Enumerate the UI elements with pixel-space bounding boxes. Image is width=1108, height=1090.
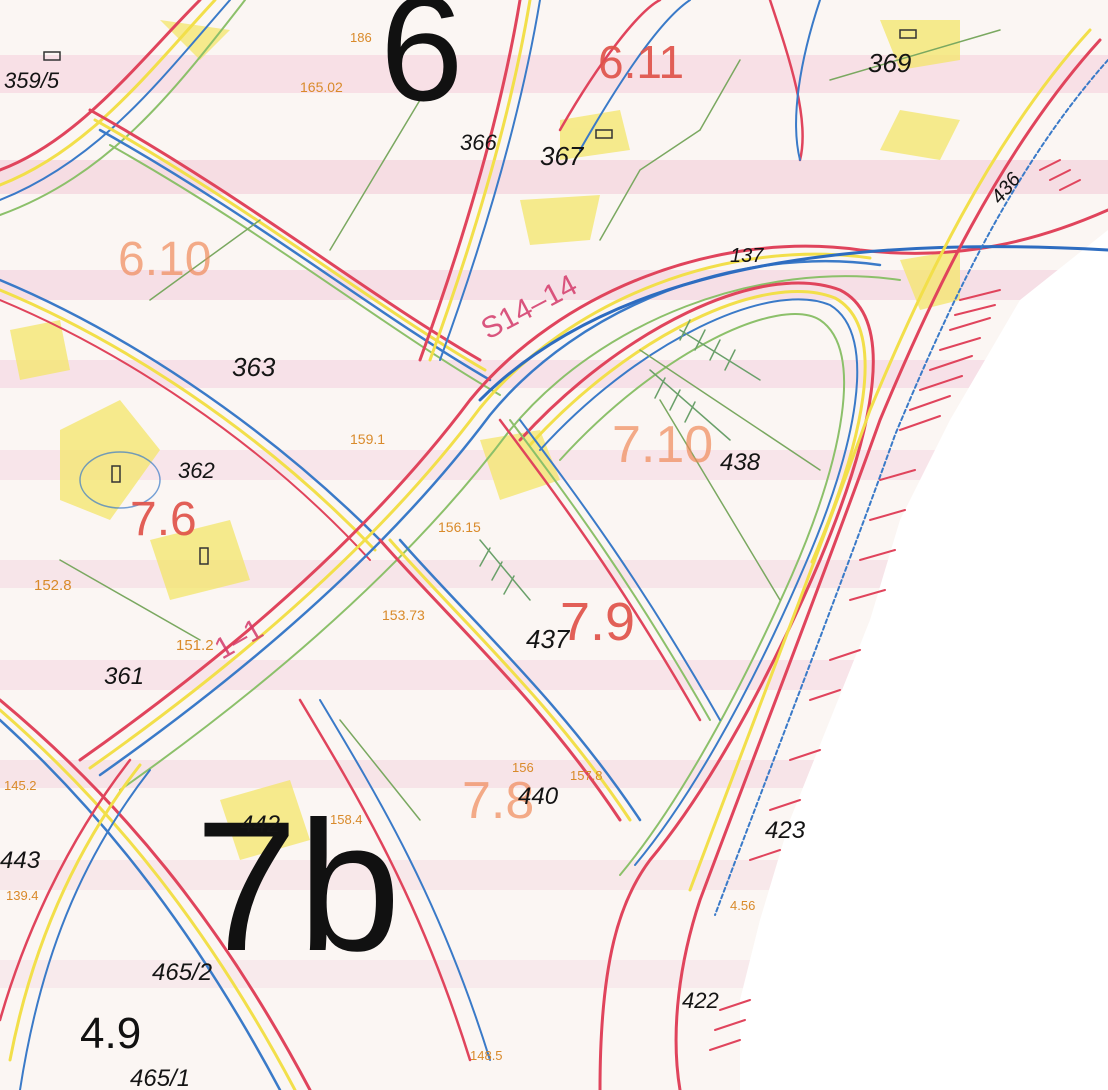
parcel-label: 359/5: [4, 68, 60, 93]
elevation-label: 158.4: [330, 812, 363, 827]
parcel-label: 361: [104, 663, 144, 690]
elevation-label: 152.8: [34, 577, 72, 594]
building-marker-icon: [595, 129, 613, 139]
parcel-label: 437: [526, 624, 571, 654]
parcel-label: 442: [240, 811, 280, 838]
zone-label: 6.10: [118, 233, 211, 286]
parcel-lines: [59, 29, 1001, 821]
road-topleft: [0, 0, 246, 216]
road-right-edge: [674, 28, 1108, 1090]
elevation-label: 153.73: [382, 607, 425, 623]
zone-label: 7.9: [560, 592, 635, 652]
elevation-labels: 165.02 159.1 152.8 151.2 153.73 156.15 1…: [4, 30, 755, 1063]
sheet-label-7b: 7b: [195, 784, 401, 990]
parcel-label: 362: [178, 458, 215, 483]
road-loop: [518, 0, 875, 1090]
parcel-label: 369: [868, 48, 911, 78]
parcel-label: 366: [460, 130, 497, 155]
parcel-label: 367: [540, 141, 585, 171]
elevation-label: 157.8: [570, 768, 603, 783]
survey-markers: [43, 29, 917, 565]
parcel-label: 465/1: [130, 1065, 190, 1090]
elevation-label: 148.5: [470, 1048, 503, 1063]
building-marker-icon: [199, 547, 209, 565]
elevation-label: 139.4: [6, 888, 39, 903]
road-main-rising: [78, 208, 1108, 791]
sheet-label-6: 6: [380, 0, 463, 132]
elevation-label: 156.15: [438, 519, 481, 535]
elevation-label: 145.2: [4, 778, 37, 793]
parcel-label: 443: [0, 847, 41, 874]
zone-label: 7.8: [462, 772, 534, 830]
building-marker-icon: [111, 465, 121, 483]
zone-labels: 6.11 6.10 7.10 7.6 7.9 7.8 4.9: [80, 36, 713, 1058]
parcel-label: 423: [765, 817, 806, 844]
zone-label: 4.9: [80, 1009, 141, 1058]
parcel-label: 465/2: [152, 959, 212, 986]
elevation-label: 156: [512, 760, 534, 775]
zone-label: 7.10: [612, 416, 713, 474]
road-bottom-left: [0, 698, 491, 1090]
slope-ladders: [479, 319, 761, 601]
elevation-label: 4.56: [730, 898, 755, 913]
elevation-label: 165.02: [300, 79, 343, 95]
elevation-label: 159.1: [350, 431, 385, 447]
parcel-labels: 369 367 366 363 362 438 437 361 440 442 …: [0, 48, 1026, 1090]
road-top-vertical: [418, 0, 821, 362]
sheet-labels: 6 7b: [195, 0, 463, 990]
zone-label: 6.11: [598, 36, 684, 88]
elevation-label: 186: [350, 30, 372, 45]
parcel-label: 422: [682, 988, 719, 1013]
parcel-label: 438: [720, 449, 761, 476]
parcel-label: 363: [232, 352, 276, 382]
building-marker-icon: [899, 29, 917, 39]
elevation-label: 151.2: [176, 637, 214, 654]
parcel-label: 137: [730, 245, 764, 267]
embankment-hatching: [709, 159, 1081, 1051]
road-center-down: [378, 418, 721, 822]
pond-outline: [79, 451, 161, 509]
building-marker-icon: [43, 51, 61, 61]
zone-label: 7.6: [130, 493, 197, 546]
parcel-label: 440: [518, 783, 559, 810]
